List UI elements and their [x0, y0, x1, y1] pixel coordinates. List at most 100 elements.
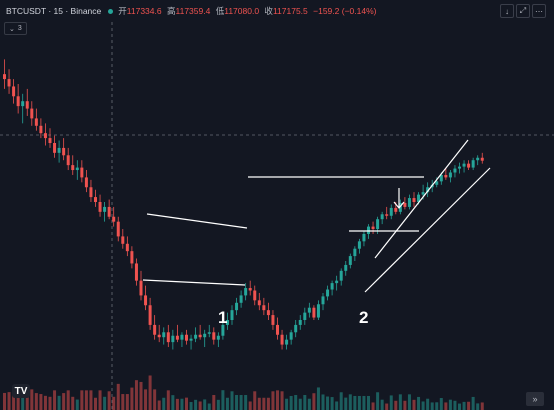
candle-body — [348, 256, 352, 265]
indicators-toggle[interactable]: ⌄ 3 — [4, 22, 27, 35]
volume-bar — [175, 398, 179, 410]
volume-bar — [367, 395, 370, 410]
volume-bar — [221, 390, 225, 410]
volume-bar — [462, 401, 466, 410]
volume-bar — [53, 390, 57, 410]
pattern-label-1: 1 — [218, 308, 228, 327]
high-value: 117359.4 — [175, 6, 211, 16]
channel-lower-line[interactable] — [364, 167, 491, 293]
volume-bar — [326, 396, 330, 410]
volume-bar — [476, 403, 480, 410]
volume-bar — [189, 402, 193, 410]
candle-body — [89, 187, 93, 198]
volume-bar — [57, 395, 61, 410]
volume-bar — [75, 399, 79, 410]
volume-bar — [244, 395, 248, 410]
candle-body — [371, 226, 375, 230]
volume-bar — [362, 395, 366, 410]
volume-bar — [426, 398, 430, 410]
candle-body — [75, 167, 79, 171]
volume-bar — [166, 390, 170, 410]
candle-body — [134, 263, 138, 281]
volume-bar — [80, 390, 84, 410]
candle-body — [307, 307, 311, 313]
volume-bar — [43, 395, 47, 410]
volume-bar — [357, 395, 361, 410]
candle-body — [321, 296, 325, 305]
candle-body — [144, 295, 148, 306]
candle-body — [12, 86, 16, 97]
candle-body — [3, 74, 6, 80]
candle-body — [84, 177, 88, 188]
volume-bar — [7, 392, 11, 410]
candles-layer — [3, 59, 484, 350]
more-button[interactable]: ⋯ — [532, 4, 546, 18]
channel-upper-line[interactable] — [374, 139, 469, 259]
candle-body — [403, 202, 407, 207]
volume-bar — [84, 390, 88, 410]
volume-bar — [398, 394, 402, 410]
volume-bar — [48, 396, 52, 410]
candle-body — [453, 168, 457, 173]
candle-body — [389, 207, 393, 216]
candle-body — [57, 147, 61, 153]
candle-body — [53, 143, 57, 153]
down-arrow-button[interactable]: ↓ — [500, 4, 514, 18]
volume-bar — [344, 397, 348, 410]
volume-bar — [294, 395, 298, 410]
volume-bar — [348, 394, 352, 410]
candle-body — [330, 283, 334, 290]
fullscreen-button[interactable]: ⤢ — [516, 4, 530, 18]
volume-bar — [276, 390, 279, 410]
candle-body — [448, 172, 452, 178]
volume-bar — [253, 391, 257, 410]
volume-bar — [230, 391, 234, 410]
volume-bar — [371, 402, 375, 410]
volume-bar — [330, 397, 334, 410]
volume-layer — [3, 375, 484, 410]
volume-bar — [25, 391, 29, 410]
volume-bar — [235, 395, 239, 410]
candle-body — [248, 288, 252, 291]
volume-bar — [162, 397, 166, 410]
volume-bar — [376, 392, 380, 410]
candle-body — [407, 198, 411, 207]
pattern1-lower-trendline[interactable] — [142, 279, 246, 286]
tradingview-logo[interactable]: TV — [12, 384, 30, 398]
symbol-label[interactable]: BTCUSDT · 15 · Binance — [6, 6, 102, 16]
volume-bar — [380, 399, 384, 410]
volume-bar — [421, 401, 425, 410]
candle-body — [139, 280, 143, 296]
candle-body — [112, 216, 116, 222]
candle-body — [458, 166, 461, 169]
candle-body — [207, 332, 211, 334]
volume-bar — [112, 396, 116, 410]
candle-body — [312, 307, 316, 318]
scroll-to-latest-button[interactable]: » — [526, 392, 544, 406]
volume-bar — [353, 395, 357, 410]
low-value: 117080.0 — [224, 6, 260, 16]
candle-body — [43, 133, 47, 139]
volume-bar — [144, 389, 148, 410]
candle-body — [380, 214, 384, 220]
candle-body — [148, 305, 152, 325]
pattern-label-2: 2 — [359, 308, 369, 327]
volume-bar — [107, 391, 111, 410]
pattern1-upper-trendline[interactable] — [146, 213, 248, 229]
volume-bar — [335, 401, 339, 410]
volume-bar — [271, 391, 275, 410]
volume-bar — [103, 396, 107, 410]
down-arrow-head — [393, 201, 405, 209]
candle-body — [130, 251, 134, 264]
volume-bar — [194, 399, 198, 410]
volume-bar — [316, 387, 320, 410]
open-label: 开 — [118, 6, 127, 16]
candle-body — [289, 332, 293, 340]
volume-bar — [139, 381, 143, 410]
candle-body — [48, 138, 52, 143]
volume-bar — [303, 395, 307, 410]
candle-body — [221, 324, 225, 336]
candle-body — [235, 302, 239, 311]
